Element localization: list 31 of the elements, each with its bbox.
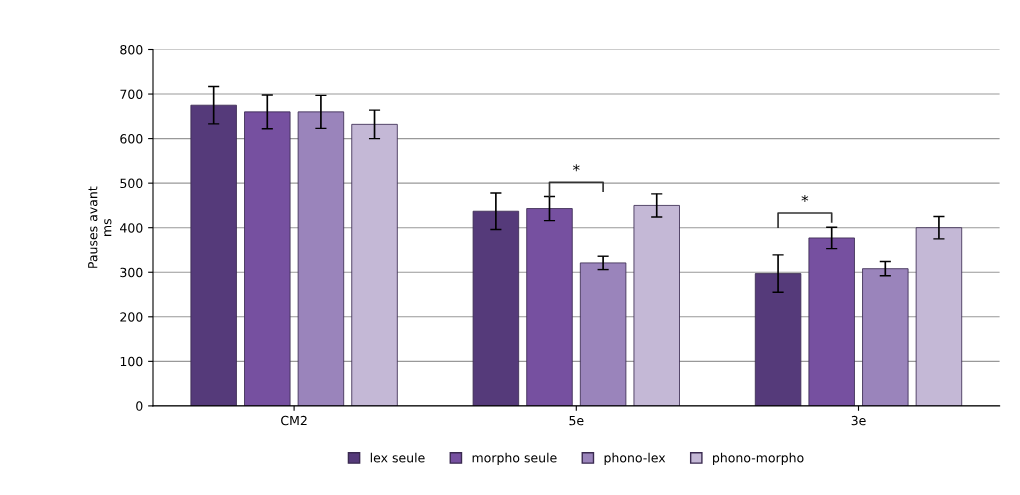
y-tick-label: 700 <box>120 89 143 99</box>
y-tick-label: 600 <box>120 134 143 144</box>
y-tick-label: 300 <box>120 267 143 278</box>
x-tick-label: CM2 <box>281 415 307 426</box>
y-tick-label: 400 <box>120 223 143 233</box>
y-tick-label: 800 <box>120 44 143 55</box>
legend-label: lex seule <box>370 452 425 463</box>
y-tick-label: 100 <box>120 356 143 367</box>
bar <box>808 237 855 406</box>
legend-label: phono-morpho <box>713 452 804 465</box>
x-tick-label: 5e <box>569 416 584 426</box>
y-tick-label: 0 <box>136 401 143 411</box>
y-tick-label: 500 <box>120 178 143 189</box>
bar <box>862 268 909 406</box>
annotation: * <box>801 194 809 202</box>
x-tick-label: 3e <box>851 415 866 426</box>
bar <box>526 208 573 406</box>
legend-label: morpho seule <box>472 452 557 465</box>
bar <box>915 227 963 406</box>
bar <box>472 210 520 406</box>
y-tick-label: 200 <box>120 312 143 322</box>
annotation: * <box>572 164 580 172</box>
legend-label: phono-lex <box>604 452 666 465</box>
bar <box>351 123 398 406</box>
bar <box>244 111 291 406</box>
bar <box>190 104 237 406</box>
bar <box>754 273 802 406</box>
bar <box>633 205 680 406</box>
bar <box>297 111 345 406</box>
bar <box>579 262 627 406</box>
y-axis-title: Pauses avant ms <box>88 186 112 268</box>
